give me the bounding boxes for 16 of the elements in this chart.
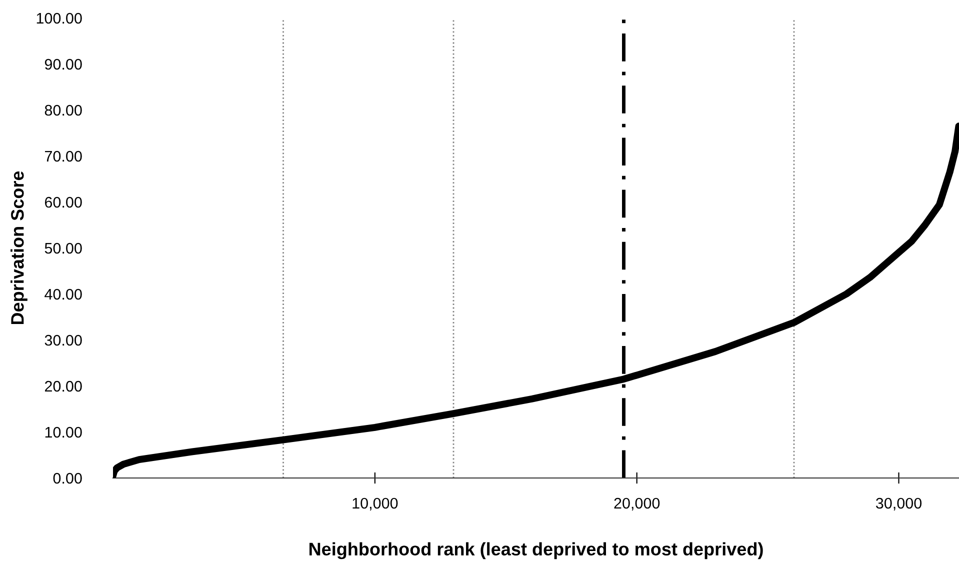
y-tick-label: 70.00 bbox=[45, 150, 82, 162]
y-tick-label: 0.00 bbox=[53, 472, 82, 484]
y-tick-label: 80.00 bbox=[44, 104, 82, 116]
y-tick-label: 90.00 bbox=[44, 58, 82, 70]
x-axis-title: Neighborhood rank (least deprived to most deprived) bbox=[309, 542, 763, 560]
y-tick-label: 60.00 bbox=[44, 196, 82, 208]
y-tick-label: 40.00 bbox=[44, 288, 82, 300]
x-tick-label: 10,000 bbox=[352, 498, 398, 510]
x-tick-label: 20,000 bbox=[614, 498, 660, 510]
y-tick-label: 50.00 bbox=[44, 242, 82, 254]
x-tick-label: 30,000 bbox=[876, 498, 922, 510]
y-tick-label: 30.00 bbox=[44, 334, 82, 346]
y-tick-label: 10.00 bbox=[45, 426, 82, 438]
y-axis-title: Deprivation Score bbox=[10, 171, 28, 324]
y-tick-label: 100.00 bbox=[36, 12, 82, 24]
y-tick-label: 20.00 bbox=[44, 380, 82, 392]
